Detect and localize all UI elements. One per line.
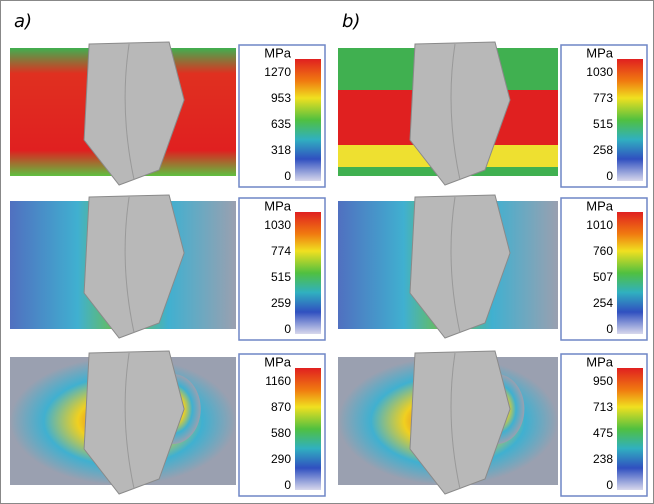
column-label: a) bbox=[14, 11, 32, 32]
colorbar-tick: 1030 bbox=[264, 218, 291, 232]
colorbar-tick: 515 bbox=[593, 117, 613, 131]
colorbar-tick: 0 bbox=[284, 169, 291, 183]
colorbar-tick: 1010 bbox=[586, 218, 613, 232]
colorbar-tick: 259 bbox=[271, 296, 291, 310]
colorbar-tick: 580 bbox=[271, 426, 291, 440]
colorbar-tick: 713 bbox=[593, 400, 613, 414]
colorbar bbox=[295, 212, 321, 334]
colorbar bbox=[617, 212, 643, 334]
colorbar-tick: 515 bbox=[271, 270, 291, 284]
colorbar-tick: 870 bbox=[271, 400, 291, 414]
colorbar-tick: 290 bbox=[271, 452, 291, 466]
colorbar bbox=[295, 59, 321, 181]
colorbar-tick: 507 bbox=[593, 270, 613, 284]
colorbar-unit: MPa bbox=[586, 45, 614, 60]
colorbar-tick: 760 bbox=[593, 244, 613, 258]
colorbar-tick: 0 bbox=[284, 478, 291, 492]
colorbar-tick: 0 bbox=[606, 169, 613, 183]
colorbar-tick: 953 bbox=[271, 91, 291, 105]
colorbar bbox=[617, 368, 643, 490]
colorbar-tick: 774 bbox=[271, 244, 291, 258]
colorbar-unit: MPa bbox=[264, 198, 292, 213]
colorbar-tick: 635 bbox=[271, 117, 291, 131]
colorbar-tick: 0 bbox=[606, 478, 613, 492]
colorbar-tick: 950 bbox=[593, 374, 613, 388]
colorbar-tick: 773 bbox=[593, 91, 613, 105]
colorbar-tick: 475 bbox=[593, 426, 613, 440]
column-label: b) bbox=[342, 11, 360, 32]
colorbar-tick: 258 bbox=[593, 143, 613, 157]
colorbar-unit: MPa bbox=[586, 198, 614, 213]
colorbar-tick: 254 bbox=[593, 296, 613, 310]
colorbar-tick: 0 bbox=[606, 322, 613, 336]
colorbar-unit: MPa bbox=[264, 45, 292, 60]
colorbar bbox=[295, 368, 321, 490]
colorbar-tick: 318 bbox=[271, 143, 291, 157]
colorbar-tick: 238 bbox=[593, 452, 613, 466]
colorbar-tick: 1270 bbox=[264, 65, 291, 79]
colorbar-unit: MPa bbox=[586, 354, 614, 369]
colorbar-tick: 1160 bbox=[265, 374, 291, 388]
colorbar-tick: 1030 bbox=[586, 65, 613, 79]
colorbar-unit: MPa bbox=[264, 354, 292, 369]
colorbar bbox=[617, 59, 643, 181]
figure: a) MPa 1270 953 635 318 0 MPa 1030 774 515 259 0 MPa 1… bbox=[0, 0, 654, 504]
colorbar-tick: 0 bbox=[284, 322, 291, 336]
